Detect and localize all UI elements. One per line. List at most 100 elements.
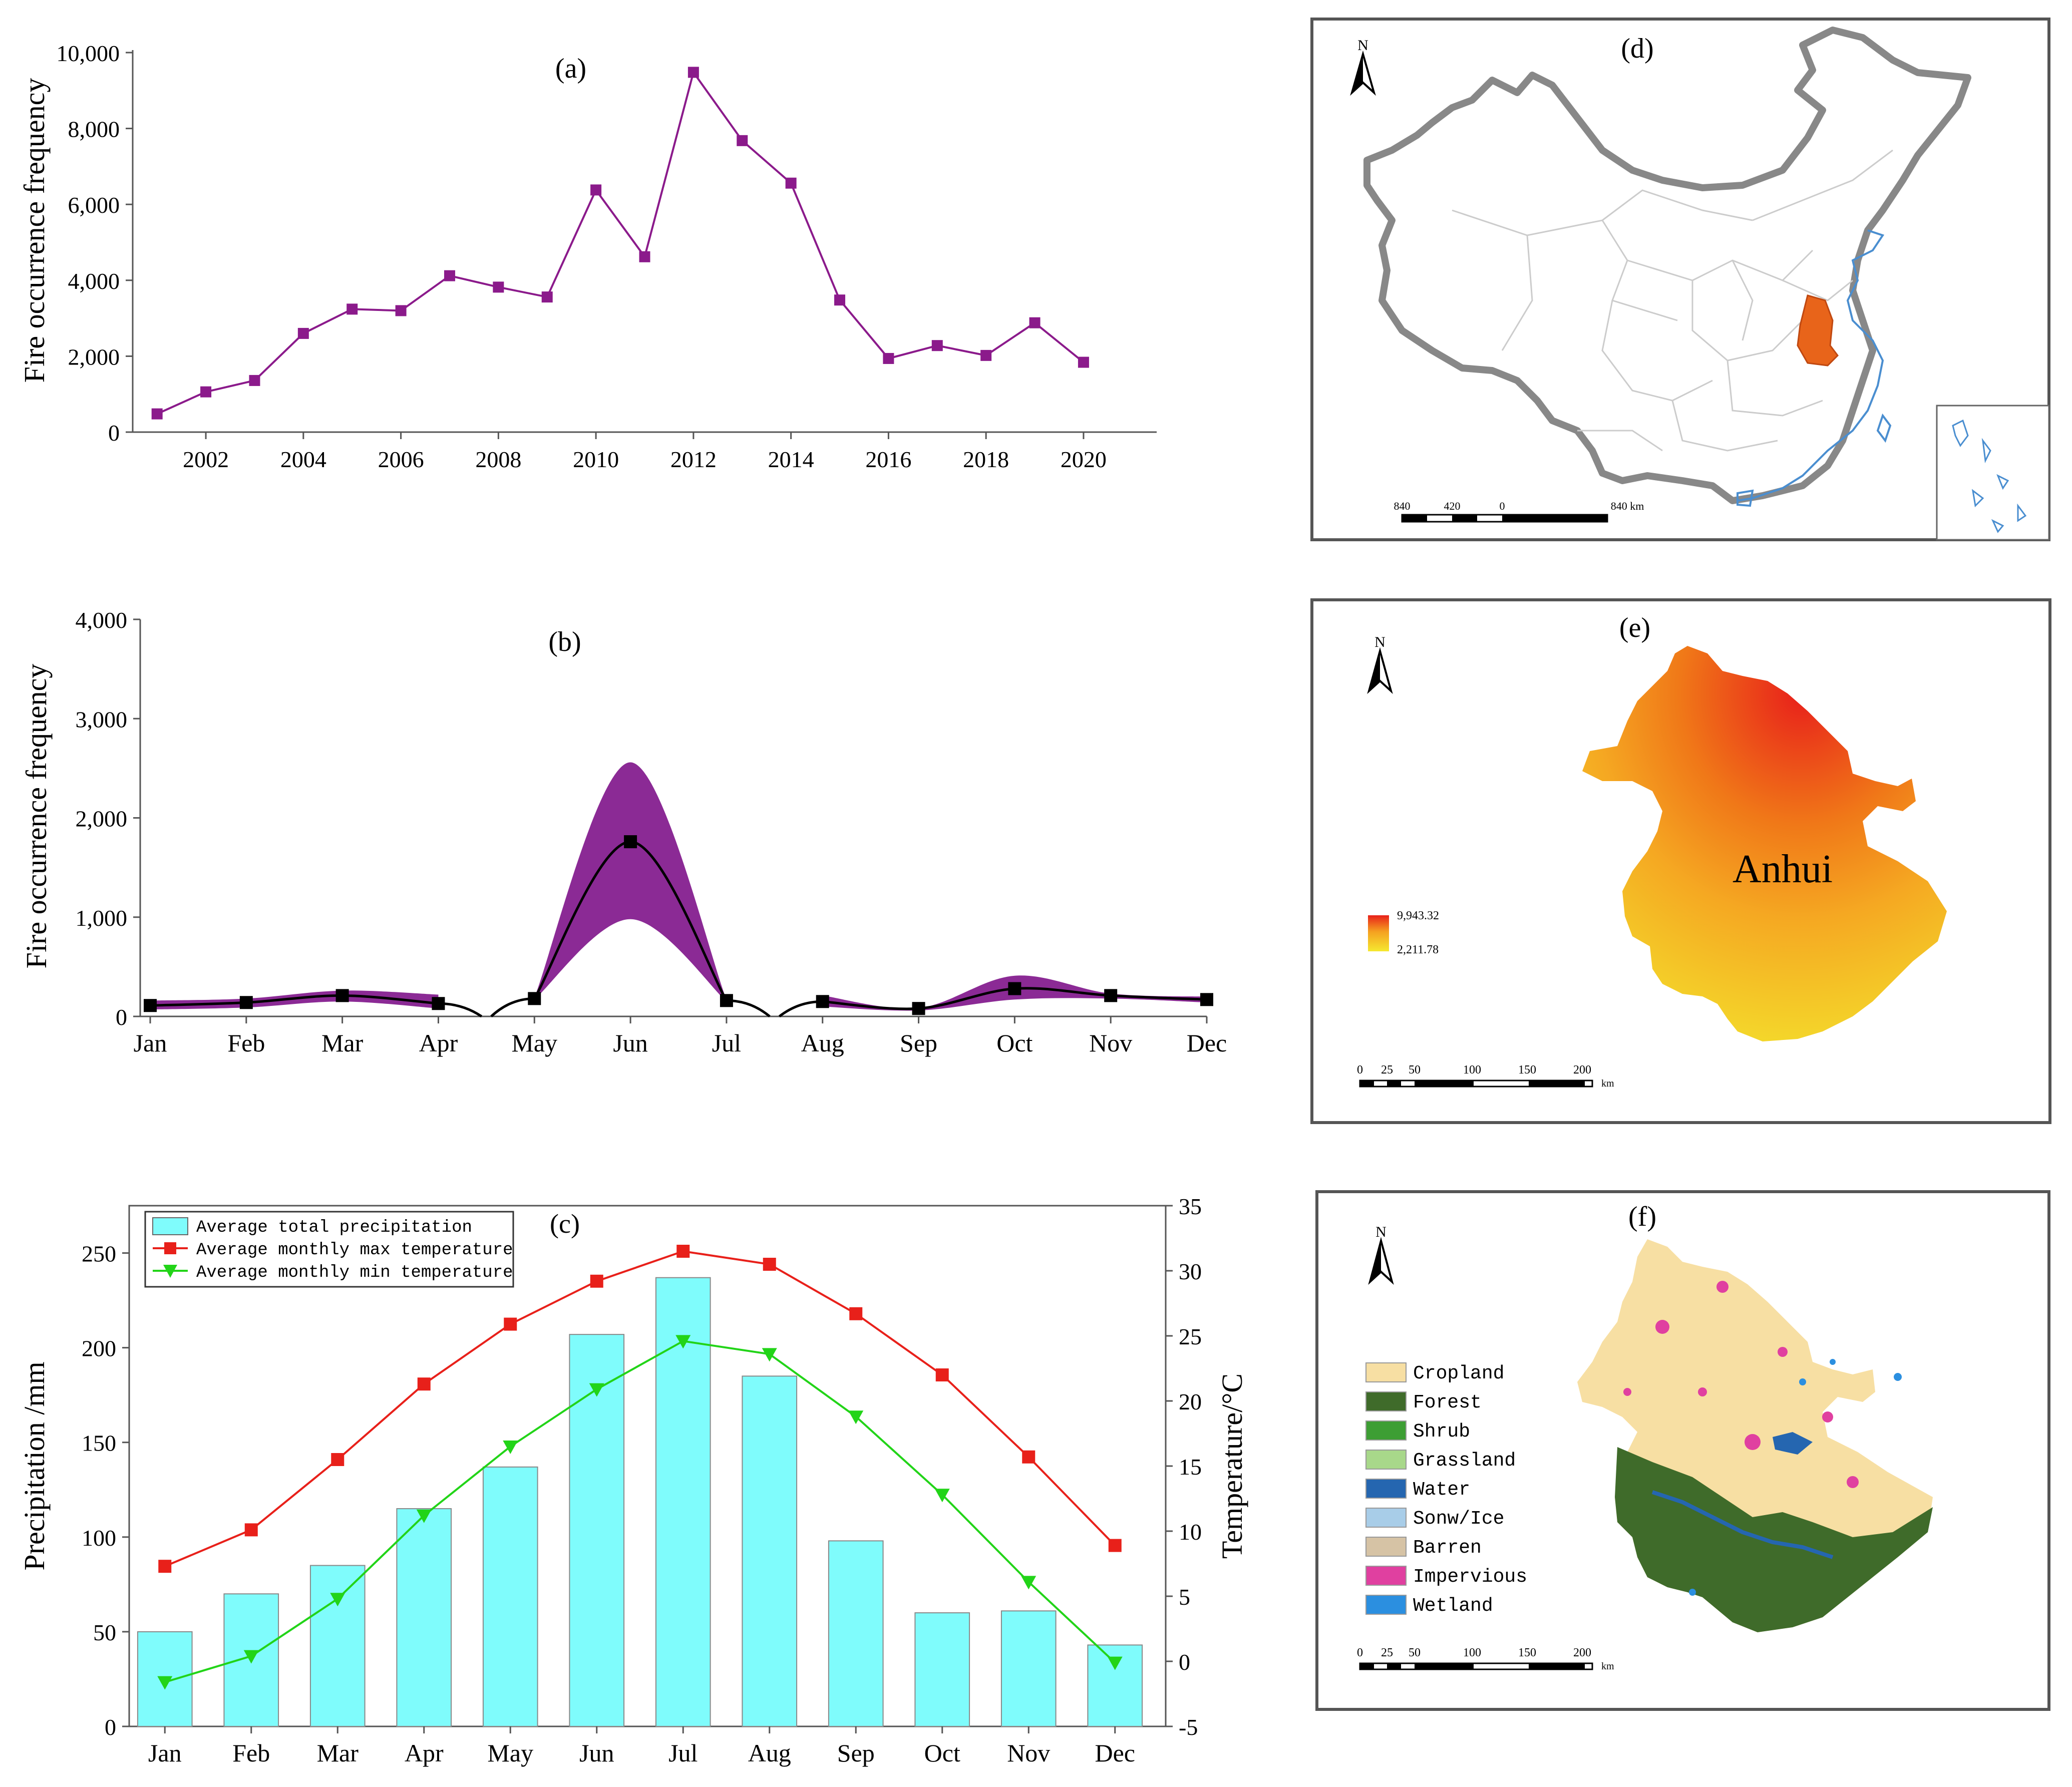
chart-a-point <box>785 177 797 189</box>
chart-c-precip-bar <box>914 1612 970 1727</box>
chart-b-ylabel: Fire occurrence frequency <box>20 664 53 969</box>
map-f-legend-label: Wetland <box>1413 1595 1493 1617</box>
map-d-north-label: N <box>1357 37 1368 54</box>
chart-a-x-tick-label: 2016 <box>865 447 911 472</box>
chart-c-max-temp-point <box>590 1274 603 1288</box>
landcover-impervious-spots <box>1623 1281 1859 1488</box>
chart-a-y-tick-label: 10,000 <box>57 41 120 66</box>
chart-b-point <box>432 997 445 1010</box>
chart-b-y-tick-label: 3,000 <box>76 706 128 732</box>
map-d-scale-1: 420 <box>1444 500 1461 512</box>
chart-a: (a) Fire occurrence frequency 0 2,000 4,00… <box>18 41 1157 472</box>
chart-c-precip-bar <box>569 1334 625 1727</box>
anhui-highlight <box>1797 294 1839 367</box>
map-f-legend-label: Sonw/Ice <box>1413 1508 1504 1530</box>
chart-a-point <box>687 67 699 78</box>
chart-b-point <box>239 996 253 1009</box>
chart-c-min-temp-point <box>675 1335 691 1349</box>
map-e-legend-max: 9,943.32 <box>1397 909 1439 922</box>
chart-a-x-tick-label: 2004 <box>280 447 326 472</box>
chart-c: (c) Precipitation /mm Temperature/°C 050… <box>18 1194 1248 1767</box>
map-d: (d) N <box>1310 18 2050 541</box>
chart-a-point <box>1078 356 1089 368</box>
map-e-gradient-swatch <box>1368 915 1389 951</box>
chart-a-point <box>590 184 602 196</box>
map-f-scale-5: 200 <box>1573 1646 1591 1659</box>
landcover-map <box>1577 1239 1933 1632</box>
map-e-scale-1: 25 <box>1381 1063 1393 1077</box>
chart-b-x-tick-label: Apr <box>419 1029 458 1057</box>
chart-c-y-tick-label: 200 <box>82 1336 116 1361</box>
chart-b-y-ticks: 0 1,000 2,000 3,000 4,000 <box>76 607 140 1030</box>
china-outline <box>1363 27 1971 504</box>
chart-a-point <box>347 303 358 315</box>
chart-b-x-tick-label: Mar <box>321 1029 364 1057</box>
chart-c-min-temp-point <box>330 1593 346 1607</box>
chart-c-x-tick-label: Sep <box>837 1739 875 1767</box>
chart-c-max-temp-point <box>849 1307 863 1320</box>
chart-c-x-tick-label: Dec <box>1095 1739 1136 1767</box>
chart-c-y-tick-label: 250 <box>82 1241 116 1267</box>
chart-a-point <box>249 375 260 386</box>
chart-c-x-tick-label: Aug <box>748 1739 791 1767</box>
chart-b-point <box>720 994 733 1007</box>
chart-c-y-ticks: 0 50 100 150 200 250 <box>82 1241 129 1740</box>
chart-b-x-tick-label: Sep <box>900 1029 937 1057</box>
chart-b-point <box>144 999 157 1012</box>
map-e-scale-unit: km <box>1601 1078 1614 1089</box>
map-e-legend: 9,943.32 2,211.78 <box>1368 909 1439 956</box>
chart-c-precip-bar <box>828 1540 884 1727</box>
chart-c-precip-bar <box>655 1277 711 1727</box>
chart-b-point <box>816 995 829 1008</box>
map-e-province-name: Anhui <box>1733 847 1833 891</box>
chart-c-max-temp-point <box>331 1453 344 1466</box>
chart-a-x-tick-label: 2002 <box>183 447 229 472</box>
chart-b-point <box>1104 989 1118 1002</box>
chart-b-x-tick-label: Dec <box>1187 1029 1227 1057</box>
map-d-scale-bar: 840 420 0 840 km <box>1394 500 1644 523</box>
chart-c-x-tick-label: May <box>487 1739 533 1767</box>
map-f-label: (f) <box>1628 1201 1656 1232</box>
chart-a-point <box>493 281 504 293</box>
chart-c-max-temp-point <box>763 1258 776 1271</box>
chart-a-point <box>883 352 894 364</box>
legend-max-label: Average monthly max temperature <box>196 1241 513 1260</box>
chart-c-x-tick-label: Jan <box>148 1739 182 1767</box>
chart-c-precip-bar <box>396 1508 452 1727</box>
hainan-island <box>1737 489 1754 507</box>
chart-a-point <box>931 340 943 351</box>
chart-c-max-temp-point <box>158 1560 172 1573</box>
chart-c-max-temp-point <box>417 1377 431 1391</box>
chart-c-min-temp-line <box>164 1340 1116 1683</box>
chart-c-max-temp-point <box>504 1317 517 1331</box>
chart-c-min-temp-point <box>503 1441 518 1454</box>
chart-c-min-temp-point <box>243 1650 259 1664</box>
chart-c-lines <box>157 1245 1123 1690</box>
chart-b-bands <box>150 762 1207 1011</box>
chart-a-x-tick-label: 2006 <box>378 447 424 472</box>
map-f-legend-swatch <box>1365 1595 1407 1615</box>
map-e: (e) N Anhui 9,943.32 2,211.78 0 25 50 10… <box>1310 598 2051 1124</box>
legend-precip-swatch <box>152 1217 188 1235</box>
chart-a-y-tick-label: 6,000 <box>68 192 120 218</box>
map-d-north-arrow: N <box>1350 37 1376 96</box>
chart-b-x-tick-label: Nov <box>1089 1029 1132 1057</box>
chart-a-x-tick-label: 2008 <box>475 447 521 472</box>
chart-b-y-tick-label: 1,000 <box>76 905 128 931</box>
map-f-north-arrow: N <box>1368 1224 1394 1285</box>
chart-c-max-temp-point <box>676 1245 690 1258</box>
map-f-legend-swatch <box>1365 1450 1407 1470</box>
legend-precip-label: Average total precipitation <box>196 1218 472 1237</box>
chart-b-mean-line <box>150 994 439 1007</box>
chart-b-x-tick-label: Jan <box>134 1029 167 1057</box>
map-f-legend-swatch <box>1365 1391 1407 1411</box>
map-f-legend: Cropland Forest Shrub Grassland Water Sonw/Ic… <box>1365 1362 1527 1617</box>
chart-c-x-tick-label: Mar <box>317 1739 359 1767</box>
chart-a-point <box>834 294 846 306</box>
chart-c-min-temp-point <box>1107 1656 1123 1670</box>
landcover-forest-area <box>1615 1447 1933 1632</box>
chart-a-point <box>541 291 553 303</box>
chart-a-point <box>737 135 748 146</box>
map-f-legend-label: Cropland <box>1413 1363 1504 1384</box>
